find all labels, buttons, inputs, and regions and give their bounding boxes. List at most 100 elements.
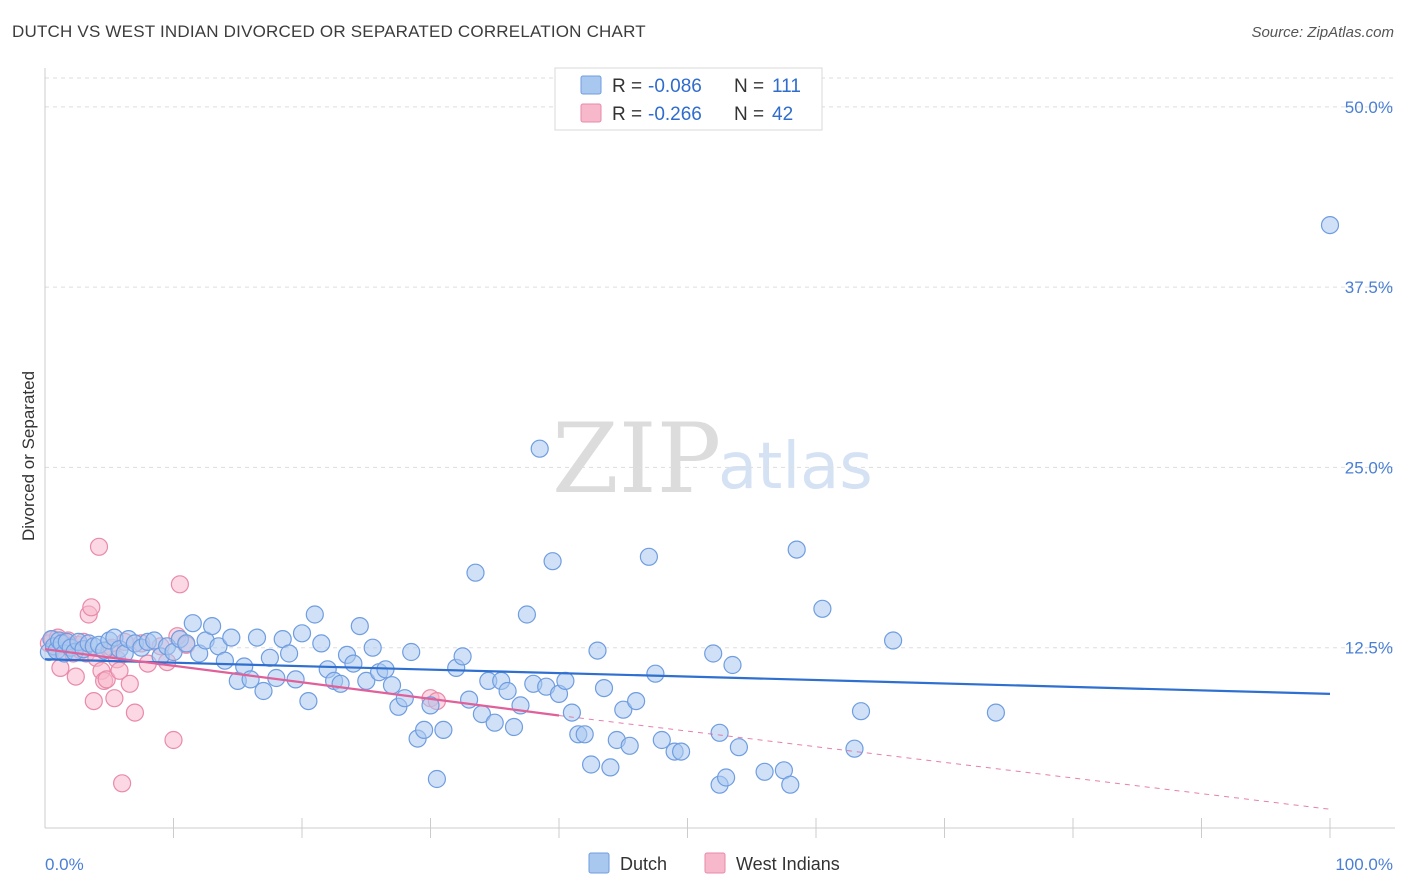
dutch-point [286, 670, 305, 689]
dutch-point [305, 605, 324, 624]
dutch-point [543, 552, 562, 571]
y-axis-label: Divorced or Separated [19, 371, 38, 541]
dutch-point [851, 702, 871, 721]
dutch-point [215, 651, 234, 670]
dutch-point [498, 681, 517, 701]
west-indians-trend-extension [558, 715, 1331, 810]
legend-r-label-west-indians: R = [612, 104, 642, 125]
dutch-point [427, 769, 446, 789]
dutch-point [222, 628, 241, 647]
west-indians-point [89, 537, 109, 556]
dutch-point [453, 647, 472, 666]
dutch-point [466, 563, 485, 582]
bottom-legend-swatch-dutch [588, 852, 610, 874]
dutch-point [434, 720, 453, 740]
west-indians-point [120, 674, 139, 693]
dutch-point [177, 634, 196, 653]
legend-n-value-west-indians: 42 [772, 104, 793, 125]
dutch-point [646, 664, 665, 683]
dutch-point [203, 616, 222, 636]
west-indians-point [105, 689, 124, 708]
legend-n-label-west-indians: N = [734, 104, 764, 125]
dutch-point [312, 634, 331, 653]
grid-lines [45, 77, 1395, 649]
dutch-point [485, 713, 504, 732]
y-tick-label: 37.5% [1345, 278, 1393, 297]
y-tick-labels: 12.5% 25.0% 37.5% 50.0% [1345, 98, 1393, 658]
west-indians-point [170, 575, 189, 594]
axes [44, 68, 1395, 829]
dutch-point [588, 641, 607, 660]
y-tick-label: 25.0% [1345, 458, 1393, 477]
dutch-point [382, 676, 402, 695]
dutch-point [845, 739, 864, 758]
dutch-point [402, 642, 421, 662]
dutch-point [395, 689, 414, 708]
legend-n-value-dutch: 111 [772, 76, 801, 97]
dutch-point [594, 678, 614, 698]
dutch-point [254, 681, 273, 701]
dutch-point [614, 700, 633, 719]
dutch-point [781, 775, 800, 794]
dutch-point [562, 703, 582, 722]
dutch-point [813, 599, 832, 618]
legend-r-value-dutch: -0.086 [648, 76, 702, 97]
west-indians-point [125, 703, 144, 722]
dutch-trend-line [44, 658, 1331, 695]
dutch-point [247, 628, 267, 647]
dutch-point [415, 720, 434, 740]
west-indians-point [97, 670, 116, 689]
dutch-point [504, 717, 524, 737]
west-indians-trend-line [44, 648, 560, 717]
dutch-point [280, 644, 299, 663]
dutch-point [755, 762, 774, 781]
dutch-point [260, 648, 279, 667]
dutch-point [363, 638, 382, 657]
stats-legend: R = -0.086 N = 111 R = -0.266 N = 42 [554, 67, 823, 131]
dutch-point [581, 755, 601, 774]
watermark: ZIP atlas [552, 403, 873, 515]
dutch-point [183, 614, 202, 633]
dutch-point [331, 674, 350, 693]
dutch-point [710, 723, 729, 742]
dutch-point [883, 631, 903, 650]
dutch-point [671, 742, 691, 761]
x-tick-marks [173, 818, 1331, 838]
dutch-point [299, 691, 318, 711]
west-indians-point [164, 730, 183, 750]
series-legend: Dutch West Indians [588, 852, 840, 874]
dutch-point [357, 671, 376, 691]
dutch-point [1320, 216, 1340, 235]
west-indians-point [66, 667, 85, 686]
dutch-point [639, 547, 659, 566]
bottom-legend-label-dutch: Dutch [620, 854, 667, 874]
dutch-point [344, 654, 363, 673]
dutch-point [716, 768, 736, 787]
trend-lines [44, 648, 1331, 810]
west-indians-point [112, 774, 132, 793]
dutch-point [517, 605, 537, 624]
dutch-point [729, 738, 749, 757]
y-tick-label: 50.0% [1345, 98, 1393, 117]
dutch-point [620, 736, 639, 755]
dutch-point [626, 691, 646, 711]
bottom-legend-label-west-indians: West Indians [736, 854, 840, 874]
dutch-point [556, 671, 575, 691]
dutch-point [350, 616, 369, 636]
dutch-point [704, 644, 723, 663]
x-tick-labels: 0.0% 100.0% [45, 855, 1393, 874]
dutch-point [723, 655, 742, 675]
watermark-zip: ZIP [552, 403, 721, 515]
legend-r-value-west-indians: -0.266 [648, 104, 702, 125]
dutch-point [986, 703, 1006, 722]
y-tick-label: 12.5% [1345, 639, 1393, 658]
x-tick-label-min: 0.0% [45, 855, 84, 874]
chart-source: Source: ZipAtlas.com [1251, 24, 1394, 41]
dutch-point [575, 725, 594, 744]
dutch-point [652, 730, 671, 750]
dutch-point [421, 696, 440, 715]
dutch-point [530, 439, 549, 458]
dutch-point [601, 758, 620, 777]
west-indians-point [84, 691, 103, 711]
